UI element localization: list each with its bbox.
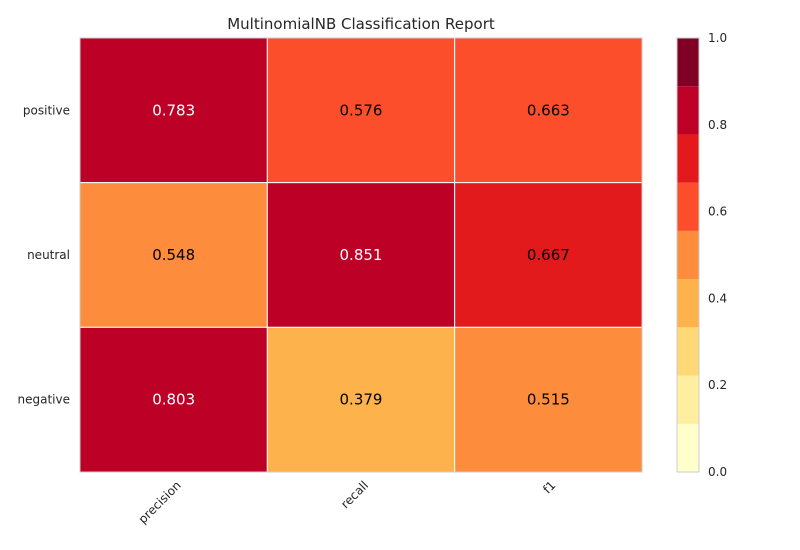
row-tick-labels: positive neutral negative <box>18 103 70 406</box>
heatmap-cell <box>266 326 456 473</box>
colorbar-tick-label: 0.2 <box>708 378 727 392</box>
cell-value-label: 0.663 <box>527 101 570 119</box>
column-tick-label: f1 <box>540 478 558 496</box>
colorbar-tick-label: 0.0 <box>708 465 727 479</box>
colorbar-segment <box>677 375 699 424</box>
colorbar-segment <box>677 230 699 280</box>
cell-value-label: 0.576 <box>340 101 383 119</box>
colorbar-tick-label: 0.8 <box>708 118 727 132</box>
colorbar-tick-label: 0.6 <box>708 205 727 219</box>
column-tick-label: precision <box>136 478 184 526</box>
colorbar-frame <box>676 37 700 473</box>
heatmap-cell <box>79 182 268 328</box>
cell-value-label: 0.803 <box>152 391 195 409</box>
row-tick-label: negative <box>18 393 70 407</box>
row-tick-label: positive <box>23 103 70 117</box>
colorbar-segment <box>677 182 699 231</box>
heatmap-cell <box>79 37 268 184</box>
colorbar-segment <box>677 327 699 376</box>
heatmap-cell <box>266 37 456 184</box>
cell-value-label: 0.379 <box>340 391 383 409</box>
colorbar-segment <box>677 134 699 183</box>
cell-value-label: 0.515 <box>527 391 570 409</box>
heatmap-frame <box>79 37 643 473</box>
chart-title: MultinomialNB Classification Report <box>227 15 495 33</box>
heatmap-cell <box>79 326 268 473</box>
cell-value-label: 0.851 <box>340 246 383 264</box>
colorbar-segment <box>677 279 699 328</box>
cell-value-label: 0.548 <box>152 246 195 264</box>
heatmap-cells: 0.783 0.576 0.663 0.548 0.851 0.667 0.803 0.379… <box>79 37 643 473</box>
row-tick-label: neutral <box>27 248 70 262</box>
colorbar-tick-label: 0.4 <box>708 291 727 305</box>
colorbar-segment <box>677 86 699 135</box>
cell-value-label: 0.783 <box>152 101 195 119</box>
cell-value-label: 0.667 <box>527 246 570 264</box>
colorbar: 0.0 0.2 0.4 0.6 0.8 1.0 <box>676 31 727 479</box>
colorbar-segment <box>677 38 699 87</box>
colorbar-segment <box>677 423 699 472</box>
colorbar-tick-label: 1.0 <box>708 31 727 45</box>
heatmap-cell <box>266 182 456 328</box>
column-tick-label: recall <box>338 478 371 511</box>
heatmap-cell <box>454 182 643 328</box>
column-tick-labels: precision recall f1 <box>136 478 559 526</box>
